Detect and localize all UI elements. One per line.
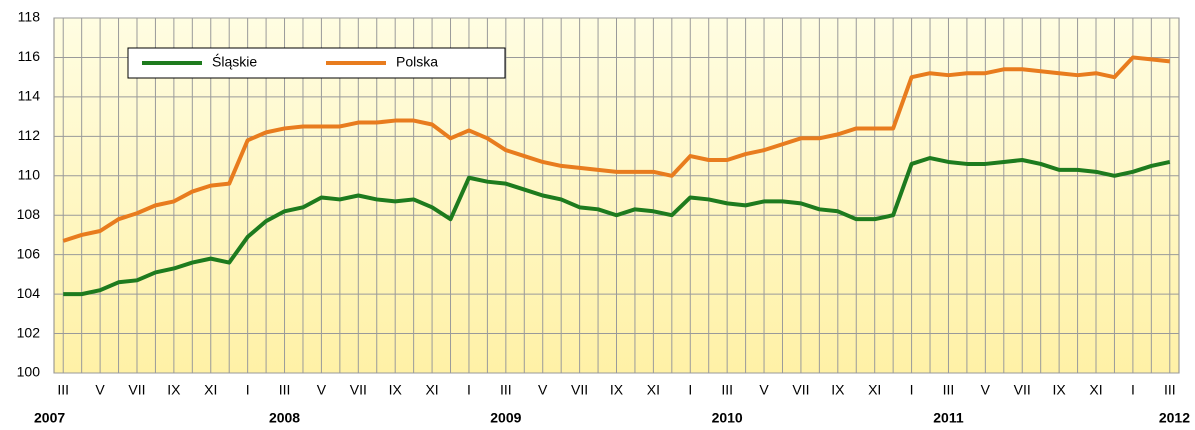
- x-tick-label: XI: [1089, 382, 1102, 398]
- x-tick-label: IX: [389, 382, 403, 398]
- x-tick-label: III: [1164, 382, 1176, 398]
- x-tick-label: V: [95, 382, 105, 398]
- x-tick-label: V: [317, 382, 327, 398]
- y-tick-label: 116: [18, 48, 41, 64]
- series-line: [62, 55, 1170, 243]
- legend-label: Śląskie: [212, 53, 257, 70]
- x-tick-label: XI: [868, 382, 881, 398]
- x-tick-label: VII: [128, 382, 145, 398]
- x-tick-label: III: [943, 382, 955, 398]
- x-tick-label: V: [538, 382, 548, 398]
- y-tick-label: 108: [17, 206, 41, 222]
- x-tick-label: IX: [831, 382, 845, 398]
- x-tick-label: XI: [647, 382, 660, 398]
- year-label: 2008: [269, 410, 300, 426]
- series-line: [63, 156, 1171, 297]
- y-tick-label: 118: [18, 9, 41, 25]
- x-tick-label: VII: [571, 382, 588, 398]
- year-label: 2009: [490, 410, 521, 426]
- x-tick-label: VII: [792, 382, 809, 398]
- y-tick-label: 104: [17, 285, 41, 301]
- x-tick-label: III: [500, 382, 512, 398]
- y-tick-label: 100: [17, 364, 41, 380]
- x-tick-label: XI: [204, 382, 217, 398]
- x-tick-label: IX: [1053, 382, 1067, 398]
- y-tick-label: 102: [17, 324, 41, 340]
- x-tick-label: IX: [610, 382, 624, 398]
- y-tick-label: 112: [18, 127, 41, 143]
- x-tick-label: I: [467, 382, 471, 398]
- x-tick-label: XI: [425, 382, 438, 398]
- x-tick-label: III: [721, 382, 733, 398]
- year-label: 2010: [712, 410, 743, 426]
- x-tick-label: VII: [1014, 382, 1031, 398]
- x-tick-label: I: [910, 382, 914, 398]
- legend-label: Polska: [396, 54, 438, 70]
- x-tick-label: III: [57, 382, 69, 398]
- x-tick-label: I: [246, 382, 250, 398]
- y-tick-label: 114: [18, 88, 41, 104]
- y-tick-label: 106: [17, 245, 41, 261]
- x-tick-label: IX: [167, 382, 181, 398]
- x-tick-label: III: [279, 382, 291, 398]
- year-label: 2012: [1159, 410, 1190, 426]
- year-label: 2007: [34, 410, 65, 426]
- x-tick-label: VII: [350, 382, 367, 398]
- x-tick-label: I: [1131, 382, 1135, 398]
- x-tick-label: V: [981, 382, 991, 398]
- x-tick-label: V: [759, 382, 769, 398]
- year-label: 2011: [933, 410, 964, 426]
- y-tick-label: 110: [18, 166, 41, 182]
- x-tick-label: I: [688, 382, 692, 398]
